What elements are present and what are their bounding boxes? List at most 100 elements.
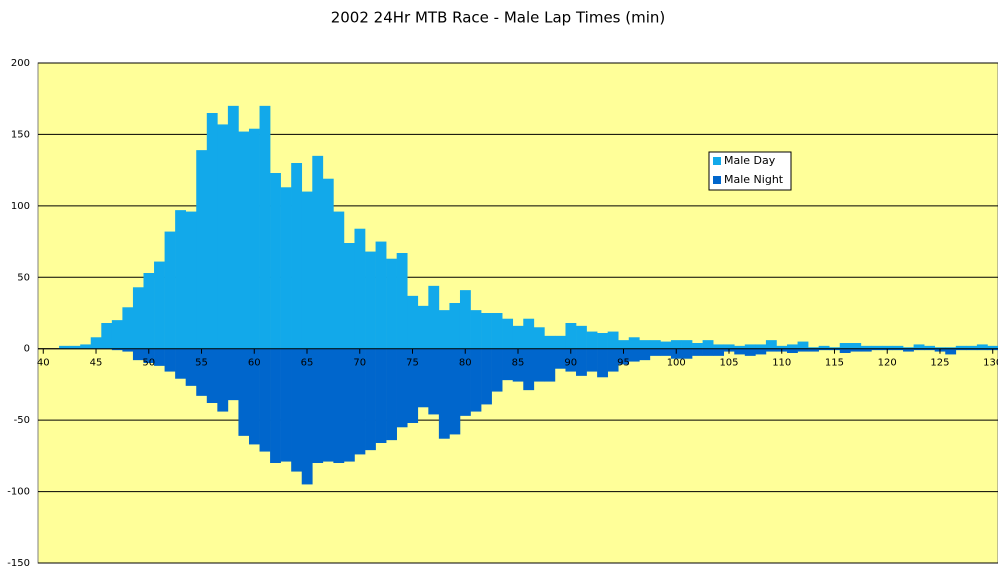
bar — [681, 340, 693, 349]
bar — [175, 210, 186, 349]
bar — [839, 348, 851, 353]
bar — [597, 333, 608, 349]
bar — [449, 348, 461, 435]
bar — [217, 124, 229, 349]
bar — [966, 348, 978, 351]
bar — [80, 344, 92, 349]
bar — [818, 348, 830, 351]
bar — [90, 337, 102, 349]
bar — [270, 348, 281, 463]
bar — [839, 343, 851, 349]
bar — [491, 348, 503, 392]
bar — [322, 178, 334, 349]
bar — [512, 325, 524, 349]
bar — [924, 345, 936, 349]
y-tick-label: 200 — [11, 58, 30, 69]
bar — [702, 348, 714, 356]
x-tick-label: 105 — [719, 358, 738, 369]
x-tick-label: 55 — [195, 358, 208, 369]
bar — [301, 348, 313, 485]
bar — [744, 344, 756, 349]
bar — [312, 348, 324, 463]
bar — [755, 344, 767, 349]
bar — [470, 310, 482, 349]
bar — [723, 344, 735, 349]
bar — [660, 348, 672, 356]
bar — [987, 345, 998, 349]
bar — [607, 348, 619, 372]
bar — [449, 303, 461, 349]
bar — [280, 187, 292, 349]
bar — [913, 348, 925, 351]
bar — [523, 348, 535, 391]
bar — [955, 345, 967, 349]
bar — [122, 348, 134, 352]
bar — [502, 318, 514, 349]
bar — [639, 348, 651, 361]
bar — [459, 290, 471, 349]
bar — [544, 348, 556, 382]
bar — [565, 323, 577, 349]
bar — [132, 348, 144, 361]
bar — [301, 191, 313, 349]
bar — [259, 348, 271, 452]
bar — [808, 347, 819, 349]
x-tick-label: 85 — [512, 358, 525, 369]
bar — [217, 348, 229, 412]
bar — [206, 348, 218, 403]
legend-label: Male Day — [724, 154, 776, 167]
bar — [259, 105, 271, 349]
x-tick-label: 60 — [248, 358, 261, 369]
bar — [333, 348, 345, 463]
bar — [892, 348, 904, 351]
bar — [554, 335, 566, 349]
bar — [227, 348, 239, 401]
bar — [59, 345, 70, 349]
bar — [713, 344, 725, 349]
bar — [797, 341, 809, 349]
bar — [417, 305, 429, 349]
bar — [966, 345, 978, 349]
bar — [396, 253, 408, 349]
bar — [132, 287, 144, 349]
bar — [417, 348, 429, 408]
bar — [892, 345, 904, 349]
x-tick-label: 45 — [90, 358, 103, 369]
bar — [829, 347, 841, 349]
y-tick-label: 100 — [11, 201, 30, 212]
bar — [428, 285, 440, 349]
bar — [755, 348, 767, 355]
bar — [639, 340, 651, 349]
bar — [871, 348, 883, 351]
bar — [354, 348, 366, 455]
bar — [111, 320, 123, 349]
bar — [871, 345, 883, 349]
bar — [322, 348, 334, 462]
bar — [365, 348, 376, 451]
bar — [945, 348, 957, 355]
bar — [238, 348, 250, 436]
bar — [206, 113, 218, 349]
bar — [881, 345, 893, 349]
bar — [343, 348, 355, 462]
bar — [576, 348, 587, 376]
bar — [649, 340, 661, 349]
bar — [565, 348, 577, 372]
bar — [438, 310, 450, 349]
bar — [692, 343, 703, 349]
bar — [248, 128, 260, 349]
bar — [386, 258, 397, 349]
bar — [386, 348, 397, 441]
bar — [618, 340, 630, 349]
bar — [628, 348, 640, 362]
bar — [734, 345, 746, 349]
bar — [734, 348, 746, 355]
bar — [860, 348, 872, 352]
bar — [407, 295, 419, 349]
bar — [702, 340, 714, 349]
bar — [850, 348, 862, 352]
legend-swatch — [713, 176, 721, 184]
x-tick-label: 95 — [617, 358, 630, 369]
bar — [227, 105, 239, 349]
bar — [143, 273, 155, 349]
